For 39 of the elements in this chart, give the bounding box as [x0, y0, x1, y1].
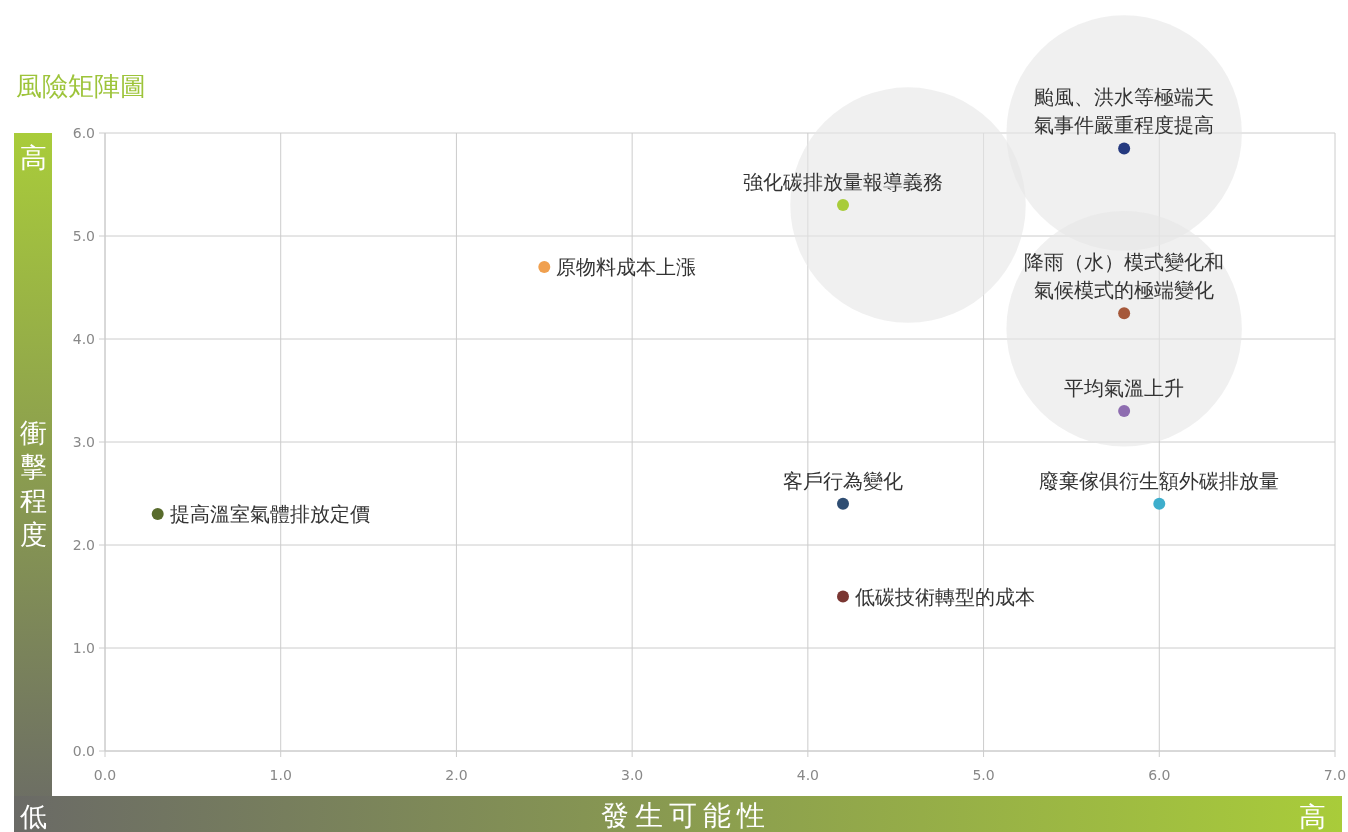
y-tick-label: 2.0 [72, 537, 95, 553]
y-tick-label: 6.0 [72, 125, 95, 141]
series-label: 廢棄傢俱衍生額外碳排放量 [1039, 468, 1280, 493]
series-label: 強化碳排放量報導義務 [743, 170, 943, 195]
y-tick-label: 5.0 [72, 228, 95, 244]
point [1118, 142, 1131, 155]
y-tick-label: 1.0 [72, 640, 95, 656]
x-tick-label: 4.0 [796, 767, 819, 783]
point [837, 497, 849, 510]
text: 高 [19, 142, 47, 173]
series-label: 平均氣溫上升 [1064, 376, 1185, 401]
series-label: 降雨（水）模式變化和氣候模式的極端變化 [1024, 250, 1225, 303]
x-tick-label: 0.0 [93, 767, 117, 783]
x-axis-title: 發生可能性 [601, 799, 771, 832]
series-label: 客戶行為變化 [783, 468, 903, 493]
point [837, 199, 849, 212]
point [1118, 307, 1131, 320]
series-label: 低碳技術轉型的成本 [855, 584, 1035, 609]
y-axis-title: 衝擊程度 [19, 417, 47, 550]
x-tick-label: 6.0 [1148, 767, 1171, 783]
y-tick-label: 3.0 [72, 434, 95, 450]
point [151, 508, 164, 521]
y-tick-label: 0.0 [72, 743, 95, 759]
series-label: 颱風、洪水等極端天氣事件嚴重程度提高 [1034, 85, 1215, 138]
x-tick-label: 1.0 [269, 767, 292, 783]
y-tick-label: 4.0 [72, 331, 95, 347]
x-tick-label: 3.0 [621, 767, 644, 783]
point [1118, 405, 1131, 418]
point [1153, 497, 1166, 510]
series-label: 原物料成本上漲 [556, 254, 697, 279]
text: 高 [1298, 801, 1326, 832]
series-label: 提高溫室氣體排放定價 [169, 502, 370, 527]
point [837, 590, 849, 603]
text: 低 [19, 801, 47, 832]
chart-title: 風險矩陣圖 [16, 71, 146, 101]
x-tick-label: 7.0 [1323, 767, 1347, 783]
x-tick-label: 2.0 [445, 767, 468, 783]
point [538, 260, 551, 273]
x-tick-label: 5.0 [972, 767, 995, 783]
